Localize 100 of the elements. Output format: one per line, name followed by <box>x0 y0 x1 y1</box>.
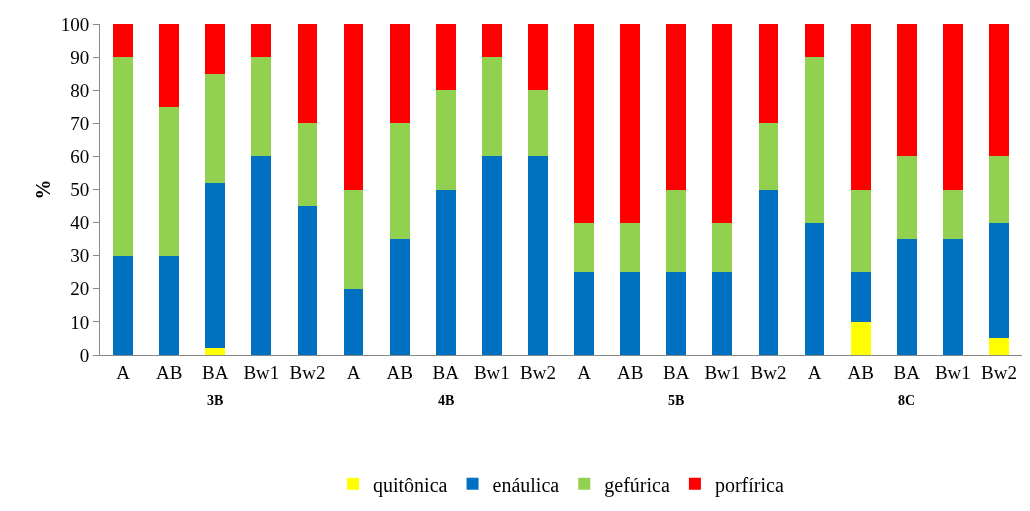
bar <box>481 24 502 58</box>
bar <box>574 222 594 273</box>
x-tick-label: Bw1 <box>473 361 510 383</box>
bar <box>251 57 272 157</box>
text: 8C <box>898 393 916 408</box>
bar <box>343 288 364 355</box>
bar <box>850 321 871 355</box>
bar <box>113 255 133 355</box>
bar <box>297 24 318 124</box>
bar <box>712 272 733 355</box>
y-tick-label: 70 <box>70 112 90 134</box>
x-tick-label: Bw1 <box>243 361 280 383</box>
bar <box>620 24 641 223</box>
x-tick-label: Bw2 <box>750 361 787 383</box>
legend-label: enáulica <box>492 473 560 496</box>
bar <box>942 189 963 240</box>
bar <box>804 222 825 355</box>
x-tick-label: Bw2 <box>289 361 326 383</box>
y-tick-label: 50 <box>70 179 90 201</box>
bar <box>620 272 641 355</box>
bar <box>804 24 825 58</box>
bar <box>343 189 364 289</box>
y-tick-label: 40 <box>70 212 90 234</box>
x-tick-label: BA <box>202 361 229 383</box>
bar <box>989 338 1009 355</box>
bar <box>528 90 548 157</box>
bar <box>251 156 272 355</box>
bar <box>113 57 133 256</box>
bar <box>343 24 364 190</box>
bar <box>205 182 226 349</box>
x-tick-label: Bw1 <box>704 361 741 383</box>
bar <box>435 90 456 190</box>
y-axis-title: % <box>32 179 54 200</box>
y-tick-label: 20 <box>70 278 90 300</box>
x-tick-label: AB <box>386 361 413 383</box>
bar <box>528 156 548 355</box>
bar <box>896 239 917 355</box>
bar <box>113 24 133 58</box>
bar <box>297 206 318 355</box>
bar <box>481 57 502 157</box>
text: 3B <box>207 393 224 408</box>
y-tick-label: 100 <box>60 13 90 35</box>
bar <box>989 156 1009 223</box>
y-tick-label: 0 <box>79 344 90 366</box>
bar <box>574 24 594 223</box>
x-tick-label: A <box>346 361 361 383</box>
y-tick-label: 30 <box>70 245 90 267</box>
bar <box>989 222 1009 339</box>
bar <box>666 189 687 273</box>
bar <box>896 24 917 157</box>
bar <box>389 239 410 355</box>
bar <box>942 24 963 190</box>
bar <box>389 24 410 124</box>
bar <box>850 24 871 190</box>
x-tick-label: AB <box>847 361 874 383</box>
x-tick-label: A <box>577 361 592 383</box>
bar <box>481 156 502 355</box>
bar <box>159 255 180 355</box>
bar <box>850 272 871 322</box>
y-tick-label: 10 <box>70 311 90 333</box>
legend-label: porfírica <box>714 473 784 497</box>
x-tick-label: AB <box>616 361 644 383</box>
bar <box>528 24 548 91</box>
bar <box>159 106 180 256</box>
x-tick-label: BA <box>663 361 690 383</box>
bar <box>758 189 779 355</box>
bar <box>574 272 594 355</box>
bar <box>989 24 1009 157</box>
bar <box>712 24 733 223</box>
x-tick-label: A <box>116 361 131 383</box>
x-tick-label: Bw1 <box>934 361 971 383</box>
bar <box>942 239 963 355</box>
y-tick-label: 60 <box>70 146 90 168</box>
y-tick-label: 80 <box>70 79 90 101</box>
bar <box>712 222 733 273</box>
bar <box>850 189 871 273</box>
bar <box>205 73 226 183</box>
bar <box>251 24 272 58</box>
bar <box>896 156 917 240</box>
bar <box>620 222 641 273</box>
text: 4B <box>438 393 455 408</box>
x-tick-label: BA <box>432 361 460 383</box>
bar <box>205 24 226 74</box>
bar <box>758 24 779 124</box>
x-tick-label: A <box>807 361 822 383</box>
legend-label: quitônica <box>373 473 448 497</box>
bar <box>205 348 226 355</box>
bar <box>389 123 410 240</box>
bar <box>666 272 687 355</box>
y-tick-label: 90 <box>70 46 90 68</box>
x-tick-label: Bw2 <box>520 361 556 383</box>
bar <box>297 123 318 207</box>
bar <box>435 24 456 91</box>
legend-label: gefúrica <box>604 473 670 497</box>
bar <box>758 123 779 190</box>
x-tick-label: AB <box>155 361 183 383</box>
text: 5B <box>668 393 685 408</box>
x-tick-label: Bw2 <box>981 361 1017 383</box>
bar <box>159 24 180 107</box>
x-tick-label: BA <box>893 361 921 383</box>
